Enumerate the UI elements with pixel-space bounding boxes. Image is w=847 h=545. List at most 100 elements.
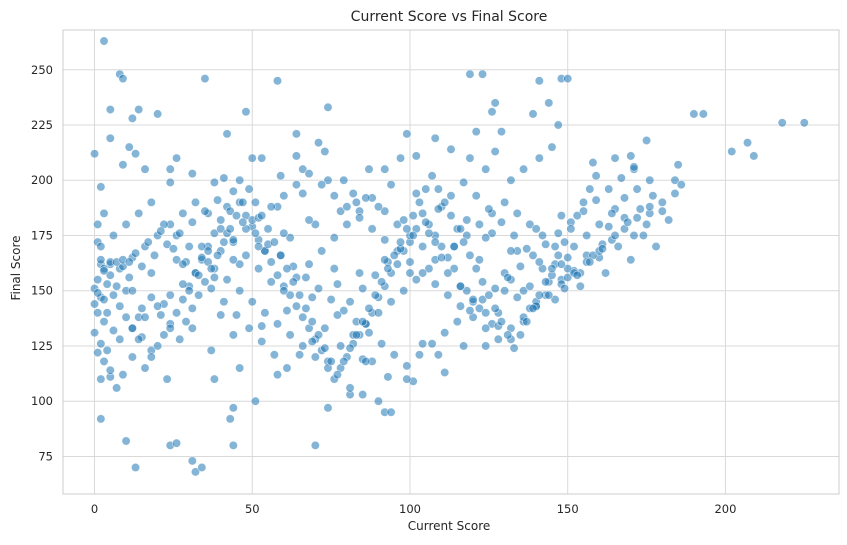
data-point [547, 264, 557, 274]
data-point [153, 109, 163, 119]
data-point [383, 372, 393, 382]
data-point [528, 303, 538, 313]
data-point [190, 197, 200, 207]
data-point [282, 363, 292, 373]
data-point [165, 164, 175, 174]
data-point [377, 277, 387, 287]
data-point [238, 217, 248, 227]
data-point [175, 228, 185, 238]
data-point [162, 374, 172, 384]
data-point [531, 224, 541, 234]
data-point [257, 211, 267, 221]
data-point [194, 290, 204, 300]
data-point [585, 184, 595, 194]
data-point [405, 257, 415, 267]
data-point [273, 270, 283, 280]
x-tick-label: 0 [91, 502, 98, 516]
data-point [156, 310, 166, 320]
data-point [90, 328, 100, 338]
data-point [386, 407, 396, 417]
data-point [336, 341, 346, 351]
data-point [544, 290, 554, 300]
data-point [604, 222, 614, 232]
data-point [676, 180, 686, 190]
data-point [250, 197, 260, 207]
data-point [266, 257, 276, 267]
data-point [285, 330, 295, 340]
data-point [386, 297, 396, 307]
data-point [153, 301, 163, 311]
data-point [449, 264, 459, 274]
data-point [358, 284, 368, 294]
x-tick-label: 100 [399, 502, 421, 516]
data-point [452, 317, 462, 327]
data-point [187, 217, 197, 227]
data-point [105, 270, 115, 280]
data-point [178, 208, 188, 218]
data-point [266, 277, 276, 287]
data-point [304, 215, 314, 225]
data-point [610, 153, 620, 163]
data-point [418, 268, 428, 278]
data-point [553, 120, 563, 130]
data-point [200, 206, 210, 216]
data-point [247, 153, 257, 163]
data-point [279, 191, 289, 201]
data-point [380, 235, 390, 245]
data-point [455, 281, 465, 291]
data-point [323, 403, 333, 413]
data-point [339, 306, 349, 316]
data-point [481, 164, 491, 174]
data-point [222, 129, 232, 139]
data-point [537, 230, 547, 240]
data-point [184, 286, 194, 296]
data-point [478, 295, 488, 305]
data-point [389, 250, 399, 260]
data-point [235, 259, 245, 269]
scatter-series [90, 36, 809, 477]
data-point [582, 230, 592, 240]
data-point [509, 230, 519, 240]
data-point [519, 286, 529, 296]
y-tick-label: 100 [31, 394, 53, 408]
data-point [563, 253, 573, 263]
data-point [134, 105, 144, 115]
data-point [638, 230, 648, 240]
data-point [178, 279, 188, 289]
data-point [156, 226, 166, 236]
data-point [575, 281, 585, 291]
data-point [430, 133, 440, 143]
data-point [178, 295, 188, 305]
data-point [629, 230, 639, 240]
data-point [648, 191, 658, 201]
data-point [506, 175, 516, 185]
data-point [342, 219, 352, 229]
data-point [443, 268, 453, 278]
data-point [399, 286, 409, 296]
data-point [645, 175, 655, 185]
data-point [474, 255, 484, 265]
data-point [373, 202, 383, 212]
data-point [172, 153, 182, 163]
data-point [547, 142, 557, 152]
data-point [225, 414, 235, 424]
data-point [632, 184, 642, 194]
data-point [298, 341, 308, 351]
data-point [336, 206, 346, 216]
data-point [519, 164, 529, 174]
data-point [490, 303, 500, 313]
data-point [108, 230, 118, 240]
data-point [115, 334, 125, 344]
data-point [411, 189, 421, 199]
data-point [184, 242, 194, 252]
data-point [90, 299, 100, 309]
data-point [235, 286, 245, 296]
data-point [225, 224, 235, 234]
data-point [105, 105, 115, 115]
data-point [632, 213, 642, 223]
data-point [298, 312, 308, 322]
data-point [329, 264, 339, 274]
data-point [373, 396, 383, 406]
